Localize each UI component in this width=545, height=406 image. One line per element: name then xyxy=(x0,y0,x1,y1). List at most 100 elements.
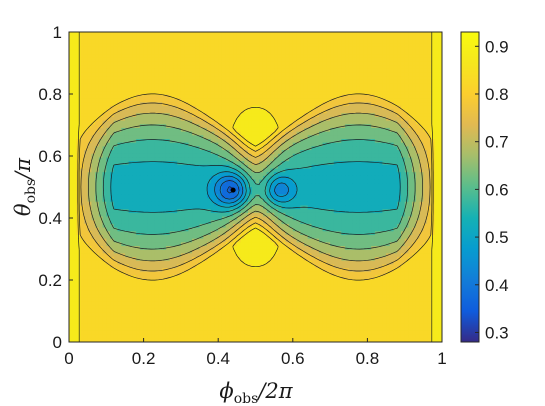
contour-cell xyxy=(169,187,175,192)
contour-cell xyxy=(274,175,279,181)
contour-cell xyxy=(69,61,74,66)
contour-cell xyxy=(225,175,230,181)
contour-cell xyxy=(326,105,331,111)
contour-cell xyxy=(147,76,152,81)
contour-cell xyxy=(69,172,74,177)
contour-cell xyxy=(337,61,342,66)
contour-cell xyxy=(169,54,175,59)
contour-cell xyxy=(382,76,387,81)
contour-cell xyxy=(248,65,253,70)
contour-cell xyxy=(386,209,391,214)
contour-cell xyxy=(195,46,201,52)
contour-cell xyxy=(277,142,283,147)
contour-cell xyxy=(367,190,372,195)
contour-cell xyxy=(165,164,171,170)
contour-cell xyxy=(83,79,89,85)
contour-cell xyxy=(165,65,171,70)
contour-cell xyxy=(91,139,96,144)
contour-cell xyxy=(91,142,96,147)
contour-cell xyxy=(307,68,313,74)
contour-cell xyxy=(337,50,342,55)
contour-cell xyxy=(333,190,339,195)
contour-cell xyxy=(382,187,387,192)
contour-cell xyxy=(419,135,424,140)
contour-cell xyxy=(378,39,383,44)
contour-cell xyxy=(337,157,342,162)
contour-cell xyxy=(177,109,182,114)
contour-cell xyxy=(139,68,145,74)
contour-cell xyxy=(348,153,354,159)
contour-cell xyxy=(132,175,137,181)
contour-cell xyxy=(132,157,137,162)
contour-cell xyxy=(259,35,264,40)
contour-cell xyxy=(408,150,413,155)
contour-cell xyxy=(83,131,89,136)
contour-cell xyxy=(262,79,268,85)
contour-cell xyxy=(255,164,260,170)
contour-cell xyxy=(330,109,335,114)
contour-cell xyxy=(124,116,130,122)
contour-cell xyxy=(236,190,242,195)
contour-cell xyxy=(192,116,197,122)
contour-cell xyxy=(251,161,257,166)
contour-cell xyxy=(270,142,275,147)
contour-cell xyxy=(412,157,417,162)
contour-cell xyxy=(296,102,301,107)
contour-cell xyxy=(143,61,148,66)
contour-cell xyxy=(154,172,160,177)
contour-cell xyxy=(95,190,100,195)
contour-cell xyxy=(277,39,283,44)
contour-cell xyxy=(415,46,421,52)
contour-cell xyxy=(72,120,78,125)
contour-cell xyxy=(203,212,208,218)
contour-cell xyxy=(180,83,186,88)
contour-cell xyxy=(244,39,249,44)
contour-cell xyxy=(333,201,339,207)
contour-cell xyxy=(83,198,89,203)
contour-cell xyxy=(110,35,115,40)
contour-cell xyxy=(165,72,171,77)
contour-cell xyxy=(69,113,74,118)
contour-cell xyxy=(292,61,298,66)
contour-cell xyxy=(195,198,201,203)
contour-cell xyxy=(233,120,238,125)
contour-cell xyxy=(412,127,417,133)
contour-cell xyxy=(143,190,148,195)
contour-cell xyxy=(352,94,357,100)
contour-cell xyxy=(113,65,119,70)
contour-cell xyxy=(326,120,331,125)
contour-cell xyxy=(255,146,260,151)
contour-cell xyxy=(207,68,212,74)
contour-cell xyxy=(427,124,432,129)
contour-cell xyxy=(244,65,249,70)
contour-cell xyxy=(404,142,410,147)
contour-cell xyxy=(110,72,115,77)
contour-cell xyxy=(72,175,78,181)
contour-cell xyxy=(255,94,260,100)
contour-cell xyxy=(169,65,175,70)
contour-cell xyxy=(132,179,137,184)
contour-cell xyxy=(389,113,395,118)
contour-cell xyxy=(397,91,402,96)
contour-cell xyxy=(330,94,335,100)
contour-cell xyxy=(307,201,313,207)
contour-cell xyxy=(262,65,268,70)
contour-cell xyxy=(277,205,283,210)
contour-cell xyxy=(188,50,193,55)
contour-cell xyxy=(333,39,339,44)
contour-cell xyxy=(218,61,223,66)
contour-cell xyxy=(289,198,294,203)
contour-cell xyxy=(128,153,134,159)
contour-cell xyxy=(434,109,439,114)
contour-cell xyxy=(233,79,238,85)
contour-cell xyxy=(438,209,442,214)
contour-cell xyxy=(165,168,171,173)
contour-cell xyxy=(229,91,234,96)
contour-cell xyxy=(128,131,134,136)
contour-cell xyxy=(359,146,365,151)
contour-cell xyxy=(136,164,141,170)
contour-cell xyxy=(259,209,264,214)
contour-cell xyxy=(173,187,178,192)
contour-cell xyxy=(352,157,357,162)
contour-cell xyxy=(277,201,283,207)
